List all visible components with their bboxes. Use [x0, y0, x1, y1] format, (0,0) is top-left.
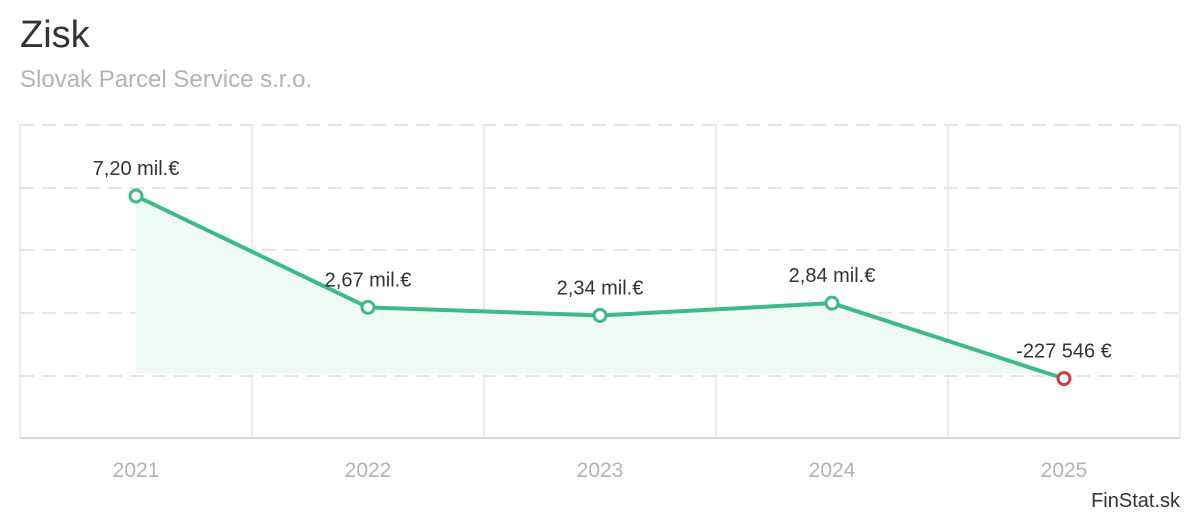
- data-point-2023[interactable]: [592, 307, 608, 323]
- data-point-2024[interactable]: [824, 295, 840, 311]
- data-point-2022[interactable]: [360, 299, 376, 315]
- data-label-2021: 7,20 mil.€: [93, 158, 180, 180]
- label-layer: 7,20 mil.€ 2,67 mil.€ 2,34 mil.€ 2,84 mil.€…: [93, 158, 1112, 363]
- chart-subtitle: Slovak Parcel Service s.r.o.: [20, 66, 313, 93]
- x-axis: 2021 2022 2023 2024 2025: [113, 459, 1088, 482]
- data-label-2023: 2,34 mil.€: [557, 277, 644, 299]
- data-label-2022: 2,67 mil.€: [325, 269, 412, 291]
- grid: [19, 124, 1181, 439]
- credit-link[interactable]: FinStat.sk: [1091, 490, 1180, 512]
- data-label-2025: -227 546 €: [1016, 341, 1112, 363]
- data-point-2025[interactable]: [1056, 371, 1072, 387]
- x-tick-label-2021: 2021: [113, 459, 160, 482]
- x-tick-label-2024: 2024: [809, 459, 856, 482]
- area-fill: [136, 196, 1064, 379]
- point-layer: [128, 188, 1072, 387]
- data-label-2024: 2,84 mil.€: [789, 265, 876, 287]
- area-layer: [136, 196, 1064, 379]
- chart-title: Zisk: [20, 14, 90, 56]
- data-point-2021[interactable]: [128, 188, 144, 204]
- x-tick-label-2025: 2025: [1041, 459, 1088, 482]
- x-tick-label-2023: 2023: [577, 459, 624, 482]
- x-tick-label-2022: 2022: [345, 459, 392, 482]
